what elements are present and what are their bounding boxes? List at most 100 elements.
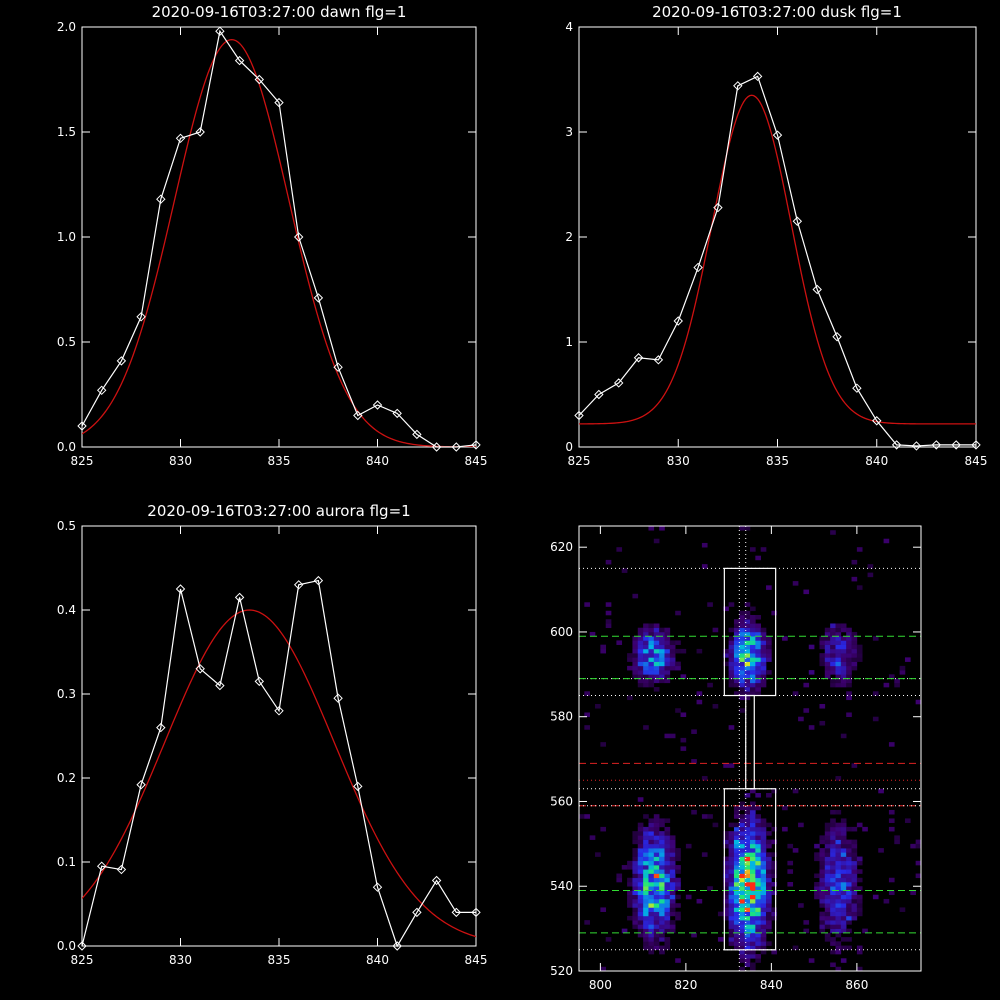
heatmap-cell <box>728 882 735 887</box>
heatmap-cell <box>755 903 761 908</box>
heatmap-cell <box>755 907 761 912</box>
heatmap-cell <box>675 708 681 713</box>
heatmap-cell <box>664 644 671 650</box>
heatmap-cell <box>733 928 740 934</box>
heatmap-cell <box>835 903 842 908</box>
heatmap-cell <box>846 665 852 671</box>
heatmap-cell <box>766 873 772 879</box>
heatmap-cell <box>846 890 852 896</box>
heatmap-cell <box>808 725 815 730</box>
heatmap-cell <box>637 924 644 929</box>
aurora-panel: 2020-09-16T03:27:00 aurora flg=1 825 830 8… <box>57 502 488 967</box>
heatmap-cell <box>653 678 660 684</box>
heatmap-cell <box>851 839 858 845</box>
heatmap-cell <box>664 636 671 641</box>
heatmap-cell <box>723 877 729 883</box>
heatmap-cell <box>648 915 655 921</box>
heatmap-cell <box>840 928 847 934</box>
heatmap-cell <box>739 949 745 955</box>
heatmap-cell <box>680 712 687 718</box>
heatmap-cell <box>835 932 842 938</box>
heatmap-cell <box>627 894 633 900</box>
dusk-ytick-label: 0 <box>565 440 573 454</box>
heatmap-ytick-label: 620 <box>550 540 573 554</box>
heatmap-cell <box>739 627 745 633</box>
heatmap-cell <box>824 873 831 879</box>
heatmap-cell <box>824 665 831 671</box>
heatmap-cell <box>739 678 745 684</box>
heatmap-cell <box>739 869 745 874</box>
aurora-data-point <box>353 781 363 792</box>
heatmap-cell <box>669 928 676 934</box>
heatmap-cell <box>856 903 863 908</box>
heatmap-cell <box>750 809 756 815</box>
heatmap-cell <box>771 852 778 857</box>
heatmap-cell <box>750 860 756 866</box>
heatmap-cell <box>659 848 665 853</box>
heatmap-cell <box>701 814 708 819</box>
heatmap-cell <box>835 665 842 671</box>
heatmap-cell <box>733 856 740 862</box>
heatmap-cell <box>840 665 847 671</box>
heatmap-cell <box>675 886 681 891</box>
heatmap-cell <box>739 708 745 713</box>
heatmap-cell <box>739 636 745 641</box>
heatmap-cell <box>862 928 868 934</box>
heatmap-cell <box>899 665 906 671</box>
heatmap-cell <box>739 907 745 912</box>
heatmap-cell <box>835 653 842 658</box>
heatmap-cell <box>739 911 745 917</box>
heatmap-cell <box>840 648 847 654</box>
heatmap-cell <box>830 665 836 671</box>
heatmap-cell <box>664 915 671 921</box>
heatmap-cell <box>760 869 767 874</box>
dawn-data-point <box>392 408 402 419</box>
heatmap-cell <box>856 949 863 955</box>
heatmap-cell <box>637 869 644 874</box>
heatmap-cell <box>803 928 810 934</box>
heatmap-cell <box>653 627 660 633</box>
heatmap-cell <box>659 657 665 662</box>
heatmap-cell <box>840 873 847 879</box>
heatmap-cell <box>824 860 831 866</box>
heatmap-cell <box>669 733 676 739</box>
aurora-data-point <box>96 861 107 871</box>
heatmap-cell <box>643 890 649 896</box>
heatmap-cell <box>883 682 890 688</box>
heatmap-cell <box>733 924 740 929</box>
heatmap-cell <box>637 648 644 654</box>
heatmap-cell <box>760 852 767 857</box>
aurora-data-point <box>372 882 383 892</box>
heatmap-cell <box>653 860 660 866</box>
heatmap-cell <box>744 636 751 641</box>
heatmap-cell <box>744 814 751 819</box>
heatmap-cell <box>856 856 863 862</box>
heatmap-cell <box>744 852 751 857</box>
heatmap-cell <box>856 877 863 883</box>
heatmap-cell <box>872 636 879 641</box>
heatmap-cell <box>653 674 660 679</box>
heatmap-cell <box>733 877 740 883</box>
heatmap-cell <box>659 670 665 675</box>
heatmap-cell <box>830 826 836 832</box>
heatmap-cell <box>653 839 660 845</box>
heatmap-cell <box>771 826 778 832</box>
heatmap-cell <box>904 818 911 823</box>
heatmap-cell <box>637 852 644 857</box>
heatmap-cell <box>846 928 852 934</box>
heatmap-cell <box>750 941 756 946</box>
heatmap-cell <box>664 631 671 637</box>
heatmap-cell <box>798 716 804 722</box>
heatmap-cell <box>824 631 831 637</box>
heatmap-cell <box>766 941 772 946</box>
heatmap-cell <box>792 691 799 696</box>
heatmap-cell <box>637 894 644 900</box>
heatmap-cell <box>632 674 639 679</box>
heatmap-cell <box>733 814 740 819</box>
heatmap-cell <box>664 873 671 879</box>
heatmap-cell <box>835 894 842 900</box>
heatmap-cell <box>755 941 761 946</box>
dawn-xtick-label: 845 <box>465 454 488 468</box>
heatmap-cell <box>835 877 842 883</box>
heatmap-cell <box>840 640 847 645</box>
